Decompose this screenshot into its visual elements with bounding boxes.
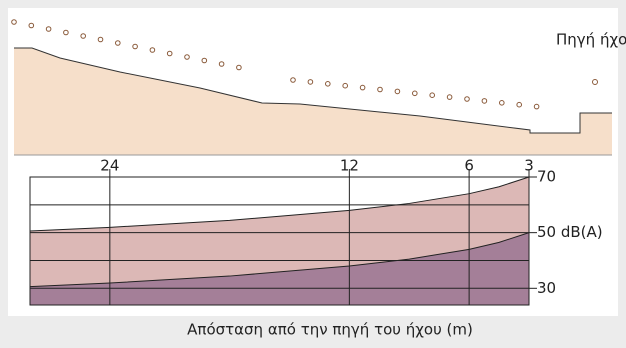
- chart: Πηγή ήχου Απόσταση από την πηγή του ήχου…: [0, 0, 626, 344]
- x-axis-label: Απόσταση από την πηγή του ήχου (m): [187, 321, 473, 339]
- source-label: Πηγή ήχου: [556, 31, 626, 49]
- x-tick-label: 12: [340, 157, 359, 175]
- x-tick-label: 6: [464, 157, 474, 175]
- y-tick-label: 30: [537, 279, 556, 297]
- y-tick-label: 50 dB(A): [537, 223, 603, 241]
- x-tick-label: 24: [100, 157, 119, 175]
- y-tick-label: 70: [537, 168, 556, 186]
- x-tick-label: 3: [524, 157, 534, 175]
